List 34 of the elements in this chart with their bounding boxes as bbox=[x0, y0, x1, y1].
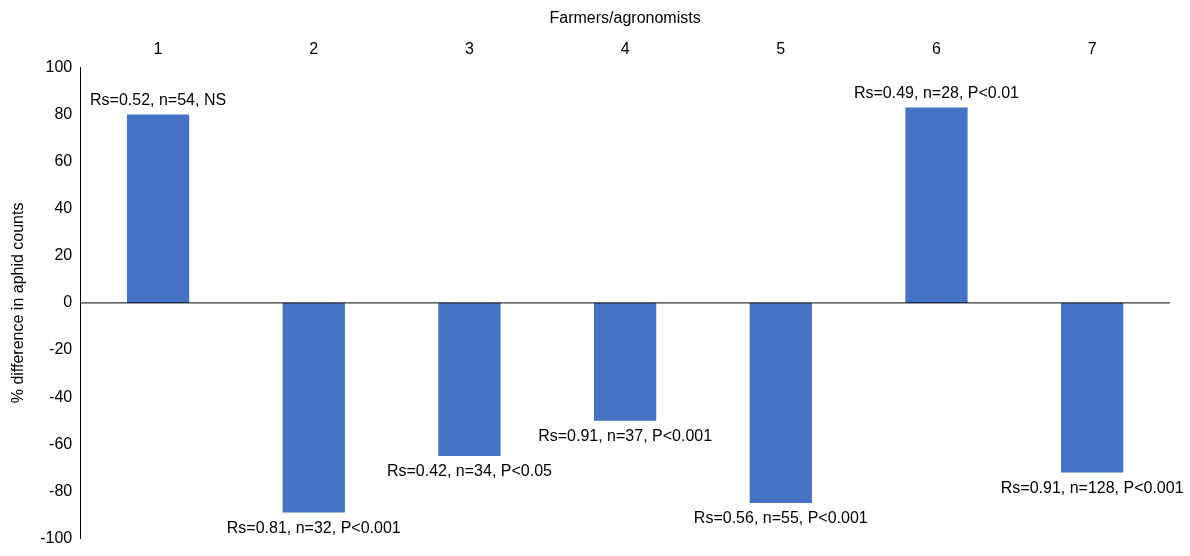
annotation: Rs=0.49, n=28, P<0.01 bbox=[853, 83, 1020, 101]
x-tick-label: 4 bbox=[620, 40, 630, 58]
y-tick-label: 80 bbox=[54, 104, 73, 122]
x-tick-label: 7 bbox=[1087, 40, 1097, 58]
annotation: Rs=0.91, n=128, P<0.001 bbox=[1000, 478, 1184, 496]
annotation: Rs=0.56, n=55, P<0.001 bbox=[693, 509, 868, 527]
x-tick-label: 5 bbox=[776, 40, 786, 58]
y-axis-title: % difference in aphid counts bbox=[9, 202, 27, 404]
annotation: Rs=0.91, n=37, P<0.001 bbox=[538, 427, 713, 445]
bar bbox=[593, 302, 657, 421]
y-tick-label: 20 bbox=[54, 246, 73, 264]
x-tick-label: 6 bbox=[932, 40, 942, 58]
x-tick-label: 3 bbox=[464, 40, 474, 58]
bar bbox=[126, 114, 190, 303]
y-tick-label: 100 bbox=[45, 57, 73, 75]
y-tick-label: -40 bbox=[49, 387, 73, 405]
bar bbox=[282, 302, 345, 513]
annotation: Rs=0.52, n=54, NS bbox=[90, 90, 227, 108]
y-tick-label: -80 bbox=[49, 481, 73, 499]
y-tick-label: 0 bbox=[63, 293, 73, 311]
annotation: Rs=0.81, n=32, P<0.001 bbox=[226, 518, 401, 536]
y-tick-label: -100 bbox=[40, 528, 73, 546]
y-tick-label: 40 bbox=[54, 199, 73, 217]
x-tick-label: 1 bbox=[153, 40, 163, 58]
y-tick-label: -20 bbox=[49, 340, 73, 358]
bar bbox=[749, 302, 812, 504]
x-tick-label: 2 bbox=[309, 40, 319, 58]
x-axis-title: Farmers/agronomists bbox=[549, 9, 701, 27]
bar bbox=[438, 302, 501, 456]
y-tick-label: 60 bbox=[54, 152, 73, 170]
y-tick-label: -60 bbox=[49, 434, 73, 452]
annotation: Rs=0.42, n=34, P<0.05 bbox=[386, 462, 553, 480]
bar bbox=[1061, 302, 1124, 473]
bar bbox=[905, 107, 968, 303]
